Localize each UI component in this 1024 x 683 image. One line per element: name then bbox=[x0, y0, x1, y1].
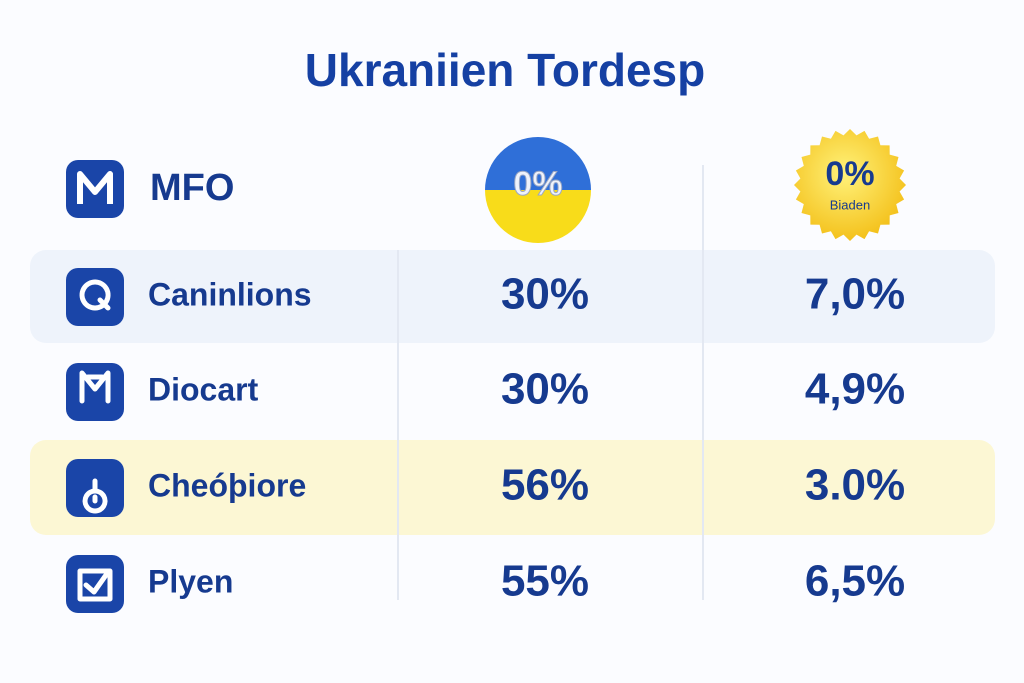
header-label: MFO bbox=[150, 167, 234, 209]
row-label: Plyen bbox=[148, 563, 233, 599]
icon-glyph bbox=[79, 279, 111, 311]
row-icon bbox=[66, 459, 124, 517]
cell-value: 7,0% bbox=[805, 270, 905, 319]
icon-glyph bbox=[79, 370, 111, 404]
icon-box bbox=[66, 555, 124, 613]
row-highlight bbox=[30, 250, 995, 343]
row-label: Cheóþiore bbox=[148, 467, 306, 503]
row-icon bbox=[66, 555, 124, 613]
table: Caninlions 30% 7,0% Diocart 30% 4,9% Cheóþiore… bbox=[66, 268, 905, 613]
cell-value: 4,9% bbox=[805, 365, 905, 414]
icon-glyph bbox=[77, 568, 113, 602]
badge-seal bbox=[794, 129, 906, 241]
row-highlight bbox=[30, 440, 995, 535]
cell-value: 30% bbox=[501, 365, 589, 414]
icon-glyph bbox=[82, 478, 108, 514]
cell-value: 30% bbox=[501, 270, 589, 319]
row-icon bbox=[66, 363, 124, 421]
badge-text: 0% bbox=[825, 155, 874, 193]
cell-value: 55% bbox=[501, 557, 589, 606]
title: Ukraniien Tordesp bbox=[305, 44, 705, 96]
row-label: Diocart bbox=[148, 371, 259, 407]
header-icon bbox=[66, 160, 124, 218]
cell-value: 6,5% bbox=[805, 557, 905, 606]
badge-text: 0% bbox=[513, 165, 562, 203]
row-icon bbox=[66, 268, 124, 326]
icon-box bbox=[66, 268, 124, 326]
badge-flag bbox=[485, 137, 591, 243]
badge-caption: Biaden bbox=[830, 197, 870, 212]
cell-value: 56% bbox=[501, 461, 589, 510]
cell-value: 3.0% bbox=[805, 461, 905, 510]
row-label: Caninlions bbox=[148, 276, 312, 312]
icon-box bbox=[66, 363, 124, 421]
